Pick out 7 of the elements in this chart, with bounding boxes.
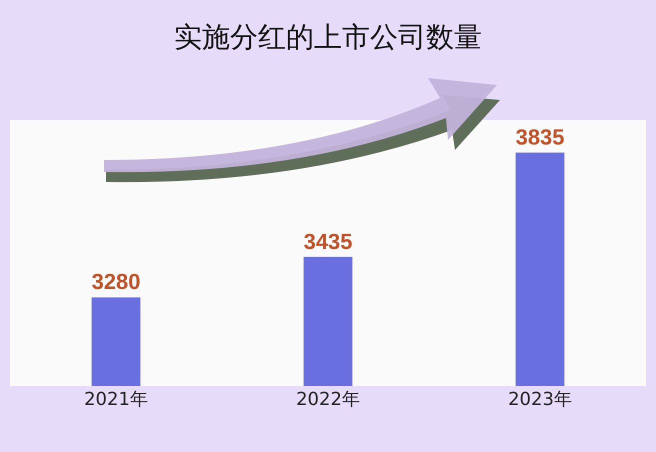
chart-title: 实施分红的上市公司数量 (174, 20, 482, 54)
data-label: 3435 (304, 228, 352, 254)
x-tick-label: 2023年 (508, 389, 572, 410)
x-tick-label: 2021年 (84, 389, 148, 410)
data-label: 3835 (516, 124, 564, 150)
data-label: 3280 (92, 269, 140, 294)
x-tick-label: 2022年 (296, 389, 360, 410)
